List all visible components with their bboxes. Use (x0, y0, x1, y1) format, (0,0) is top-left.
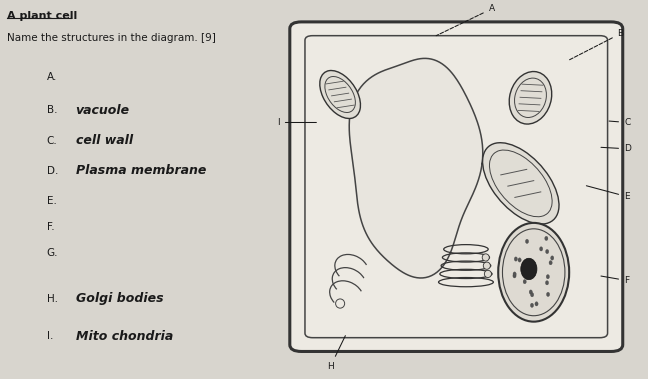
Text: B: B (568, 29, 624, 60)
Text: D.: D. (47, 166, 58, 176)
Ellipse shape (513, 272, 516, 276)
Text: A.: A. (47, 72, 57, 81)
Ellipse shape (521, 258, 537, 280)
Ellipse shape (483, 262, 491, 269)
Ellipse shape (546, 274, 550, 279)
Text: G.: G. (47, 249, 58, 258)
Text: C: C (609, 118, 631, 127)
Ellipse shape (549, 261, 552, 265)
FancyBboxPatch shape (290, 22, 623, 351)
Ellipse shape (319, 70, 360, 119)
Ellipse shape (551, 256, 554, 260)
Text: D: D (601, 144, 631, 153)
Ellipse shape (529, 290, 533, 294)
Ellipse shape (530, 303, 533, 307)
Text: H.: H. (47, 294, 58, 304)
Text: F: F (601, 276, 629, 285)
Ellipse shape (513, 274, 516, 278)
Text: I.: I. (47, 331, 53, 341)
Ellipse shape (509, 72, 551, 124)
Text: Name the structures in the diagram. [9]: Name the structures in the diagram. [9] (6, 33, 215, 43)
Text: B.: B. (47, 105, 57, 116)
Text: I: I (277, 118, 316, 127)
Ellipse shape (540, 247, 543, 251)
Ellipse shape (526, 239, 529, 243)
Text: C.: C. (47, 136, 57, 146)
Ellipse shape (531, 293, 534, 297)
Ellipse shape (546, 281, 549, 285)
Ellipse shape (484, 270, 491, 277)
Ellipse shape (545, 236, 548, 241)
Ellipse shape (482, 254, 489, 261)
Ellipse shape (546, 292, 550, 296)
Text: A: A (436, 5, 494, 36)
Text: Golgi bodies: Golgi bodies (76, 292, 163, 305)
Ellipse shape (515, 257, 518, 261)
Text: H: H (327, 336, 345, 371)
Text: E: E (586, 186, 630, 201)
Ellipse shape (546, 249, 549, 254)
Text: A plant cell: A plant cell (6, 11, 77, 21)
Polygon shape (349, 58, 483, 278)
Text: vacuole: vacuole (76, 104, 130, 117)
Ellipse shape (535, 302, 538, 306)
Text: cell wall: cell wall (76, 134, 133, 147)
Text: Plasma membrane: Plasma membrane (76, 164, 206, 177)
Ellipse shape (518, 258, 521, 262)
Ellipse shape (483, 143, 559, 224)
Text: E.: E. (47, 196, 56, 206)
Text: Mito chondria: Mito chondria (76, 330, 173, 343)
Ellipse shape (523, 279, 526, 284)
Text: F.: F. (47, 222, 54, 232)
Ellipse shape (498, 223, 569, 322)
